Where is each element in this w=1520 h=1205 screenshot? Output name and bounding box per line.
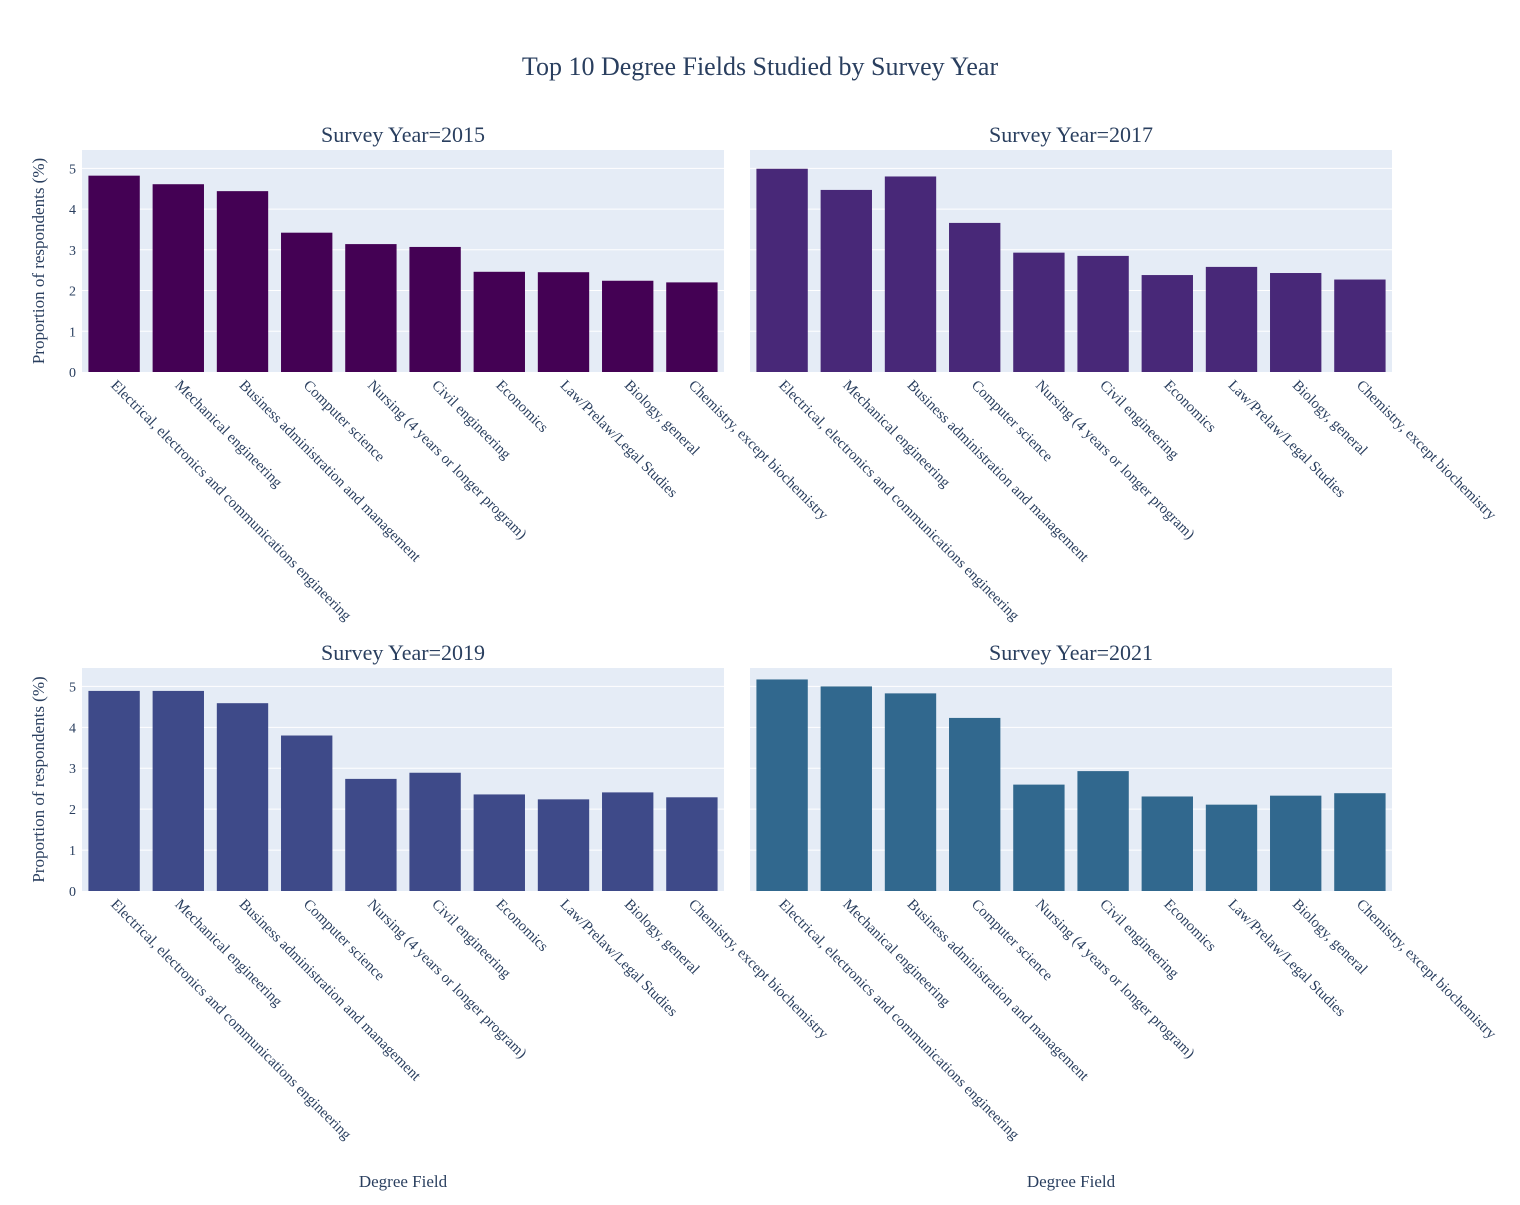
chart-title: Top 10 Degree Fields Studied by Survey Y… <box>522 52 999 81</box>
y-tick-label: 0 <box>69 366 76 381</box>
y-tick-label: 4 <box>69 203 76 218</box>
bar-3-6 <box>409 772 461 891</box>
panel-3: 0 1 2 3 4 5 Electrical, electronics and commun… <box>29 640 831 1191</box>
x-tick-label: Law/Prelaw/Legal Studies <box>557 897 681 1021</box>
bar-1-10 <box>666 282 718 372</box>
bar-3-8 <box>537 799 590 891</box>
bar-3-3 <box>216 703 269 891</box>
x-tick-label: Economics <box>1160 378 1219 437</box>
panel-title: Survey Year=2017 <box>989 122 1153 147</box>
panel-4: Electrical, electronics and communicatio… <box>750 640 1499 1191</box>
bar-2-3 <box>884 176 937 372</box>
y-tick-label: 3 <box>69 762 76 777</box>
y-tick-label: 2 <box>69 803 76 818</box>
y-axis-title: Proportion of respondents (%) <box>29 676 48 882</box>
x-tick-label: Mechanical engineering <box>171 897 285 1011</box>
x-tick-label: Electrical, electronics and communicatio… <box>107 897 354 1144</box>
y-tick-label: 1 <box>69 844 76 859</box>
bar-4-2 <box>820 686 872 891</box>
bar-3-1 <box>88 690 140 891</box>
bar-1-6 <box>409 246 461 372</box>
y-tick-label: 3 <box>69 244 76 259</box>
bar-4-6 <box>1077 771 1129 891</box>
bar-4-8 <box>1205 804 1258 891</box>
x-axis-title: Degree Field <box>359 1172 448 1191</box>
x-tick-label: Mechanical engineering <box>839 378 953 492</box>
x-tick-label: Economics <box>492 378 551 437</box>
x-tick-label: Law/Prelaw/Legal Studies <box>1225 378 1349 502</box>
bar-1-7 <box>473 271 525 372</box>
bar-4-4 <box>949 717 1001 891</box>
bar-2-1 <box>756 168 808 372</box>
panel-title: Survey Year=2021 <box>989 640 1153 665</box>
bar-2-6 <box>1077 255 1129 372</box>
bar-2-8 <box>1205 266 1258 372</box>
panel-1: 0 1 2 3 4 5 Electrical, electronics and commun… <box>29 122 831 624</box>
bar-2-10 <box>1334 279 1386 372</box>
bar-3-5 <box>345 778 397 891</box>
bar-1-2 <box>152 184 204 372</box>
y-tick-label: 1 <box>69 325 76 340</box>
y-tick-label: 5 <box>69 162 76 177</box>
y-tick-label: 0 <box>69 885 76 900</box>
bar-1-3 <box>216 191 269 372</box>
bar-2-4 <box>949 222 1001 372</box>
bar-4-3 <box>884 693 937 891</box>
bar-2-9 <box>1270 273 1322 372</box>
x-tick-label: Chemistry, except biochemistry <box>1353 897 1499 1043</box>
x-tick-label: Economics <box>1160 897 1219 956</box>
x-tick-label: Law/Prelaw/Legal Studies <box>1225 897 1349 1021</box>
bar-3-2 <box>152 690 204 891</box>
panel-2: Electrical, electronics and communicatio… <box>750 122 1499 624</box>
bar-1-4 <box>281 232 333 372</box>
x-tick-label: Law/Prelaw/Legal Studies <box>557 378 681 502</box>
x-tick-label: Mechanical engineering <box>171 378 285 492</box>
bar-1-1 <box>88 175 140 372</box>
x-axis-title: Degree Field <box>1027 1172 1116 1191</box>
bar-4-9 <box>1270 795 1322 891</box>
bar-1-9 <box>602 280 654 372</box>
bar-3-10 <box>666 797 718 891</box>
y-tick-label: 2 <box>69 285 76 300</box>
panel-title: Survey Year=2019 <box>321 640 485 665</box>
chart-panels: 0 1 2 3 4 5 Electrical, electronics and commun… <box>29 122 1499 1191</box>
x-tick-label: Economics <box>492 897 551 956</box>
x-tick-label: Electrical, electronics and communicatio… <box>107 378 354 625</box>
bar-4-10 <box>1334 793 1386 891</box>
bar-2-2 <box>820 189 872 372</box>
bar-2-7 <box>1141 275 1193 372</box>
panel-title: Survey Year=2015 <box>321 122 485 147</box>
bar-3-7 <box>473 794 525 891</box>
x-tick-label: Mechanical engineering <box>839 897 953 1011</box>
bar-3-4 <box>281 735 333 891</box>
bar-3-9 <box>602 792 654 891</box>
bar-1-8 <box>537 272 590 372</box>
y-tick-label: 4 <box>69 721 76 736</box>
bar-2-5 <box>1013 252 1065 372</box>
bar-4-7 <box>1141 796 1193 891</box>
x-tick-label: Chemistry, except biochemistry <box>1353 378 1499 524</box>
bar-4-5 <box>1013 784 1065 891</box>
bar-1-5 <box>345 244 397 372</box>
y-tick-label: 5 <box>69 680 76 695</box>
y-axis-title: Proportion of respondents (%) <box>29 158 48 364</box>
bar-4-1 <box>756 679 808 891</box>
